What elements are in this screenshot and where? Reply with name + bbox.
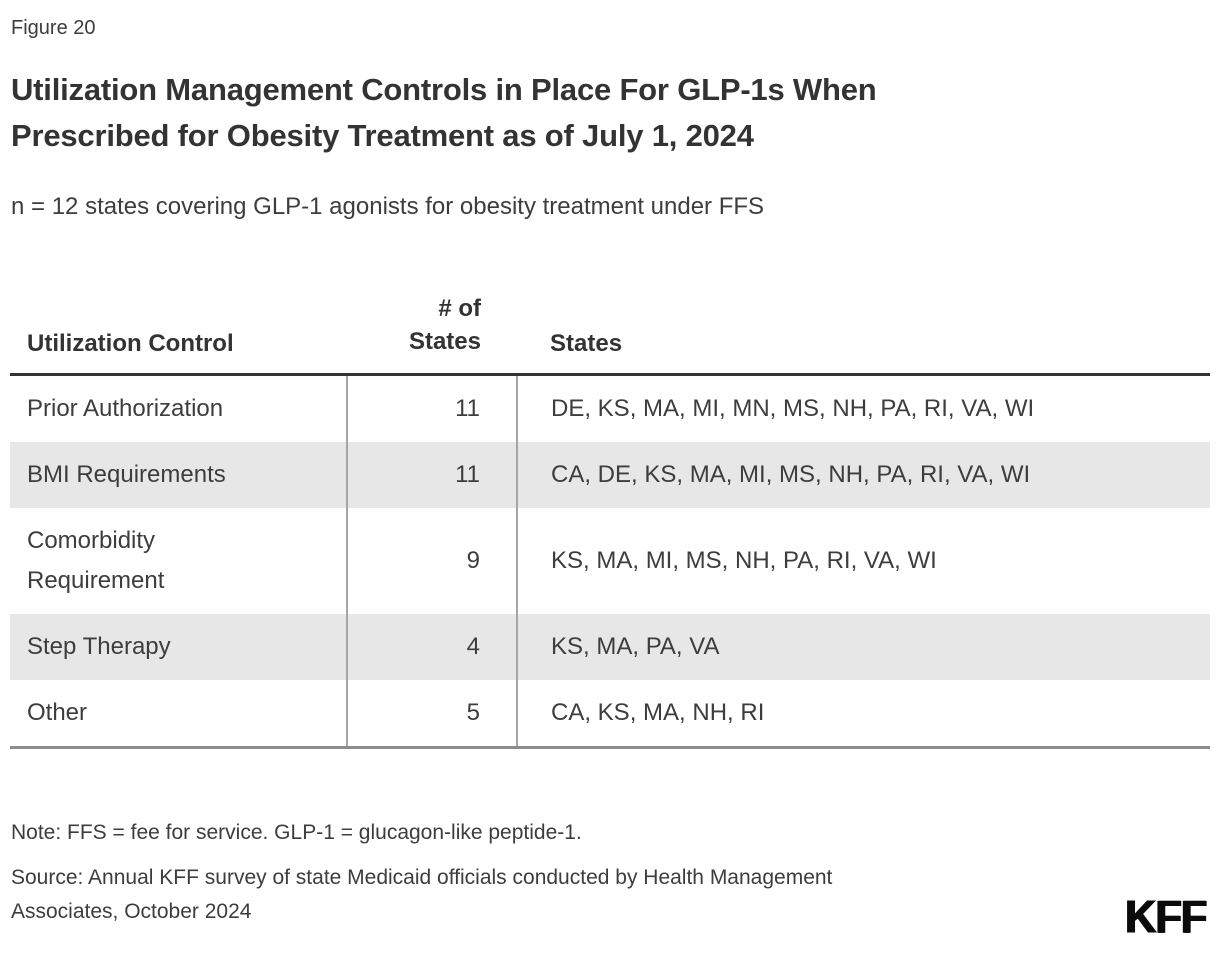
cell-control: Other — [10, 680, 347, 749]
column-header-number-of-states: # of States — [347, 274, 517, 376]
cell-states: KS, MA, PA, VA — [516, 614, 1210, 680]
kff-logo: KFF — [1124, 891, 1208, 943]
table-header: Utilization Control # of States States — [10, 274, 1210, 376]
figure-subtitle: n = 12 states covering GLP-1 agonists fo… — [11, 193, 765, 220]
figure-title: Utilization Management Controls in Place… — [11, 67, 1209, 159]
cell-control: Comorbidity Requirement — [27, 527, 165, 594]
table-row-other: Other 5 CA, KS, MA, NH, RI — [10, 680, 1210, 749]
figure-source: Source: Annual KFF survey of state Medic… — [11, 861, 1209, 929]
column-header-utilization-control: Utilization Control — [10, 274, 347, 376]
cell-control: Prior Authorization — [27, 395, 224, 422]
figure-note: Note: FFS = fee for service. GLP-1 = glu… — [11, 821, 582, 844]
cell-states: KS, MA, MI, MS, NH, PA, RI, VA, WI — [516, 508, 1210, 614]
cell-control: Step Therapy — [10, 614, 347, 680]
figure-title-line2: Prescribed for Obesity Treatment as of J… — [11, 118, 754, 153]
cell-control: BMI Requirements — [10, 442, 347, 508]
cell-count: 11 — [346, 442, 517, 508]
cell-count: 4 — [346, 614, 517, 680]
table-row-comorbidity-requirement: Comorbidity Requirement 9 KS, MA, MI, MS… — [10, 508, 1210, 614]
cell-states: DE, KS, MA, MI, MN, MS, NH, PA, RI, VA, … — [516, 374, 1210, 442]
column-header-number-of-states-label: # of States — [408, 295, 481, 355]
figure-title-line1: Utilization Management Controls in Place… — [11, 72, 877, 107]
cell-states: CA, KS, MA, NH, RI — [516, 680, 1210, 749]
cell-count: 5 — [346, 680, 517, 749]
figure-source-line2: Associates, October 2024 — [11, 900, 252, 923]
cell-count: 11 — [346, 374, 517, 442]
table-header-row: Utilization Control # of States States — [10, 274, 1210, 376]
table-body: Prior Authorization 11 DE, KS, MA, MI, M… — [10, 374, 1210, 749]
figure-source-line1: Source: Annual KFF survey of state Medic… — [11, 866, 833, 889]
table-row-step-therapy: Step Therapy 4 KS, MA, PA, VA — [10, 614, 1210, 680]
table-row-bmi-requirements: BMI Requirements 11 CA, DE, KS, MA, MI, … — [10, 442, 1210, 508]
figure-label: Figure 20 — [11, 17, 96, 39]
cell-count: 9 — [346, 508, 517, 614]
table-row-prior-authorization: Prior Authorization 11 DE, KS, MA, MI, M… — [10, 374, 1210, 442]
cell-states: CA, DE, KS, MA, MI, MS, NH, PA, RI, VA, … — [516, 442, 1210, 508]
column-header-states: States — [517, 274, 1210, 376]
utilization-controls-table: Utilization Control # of States States P… — [10, 274, 1210, 749]
